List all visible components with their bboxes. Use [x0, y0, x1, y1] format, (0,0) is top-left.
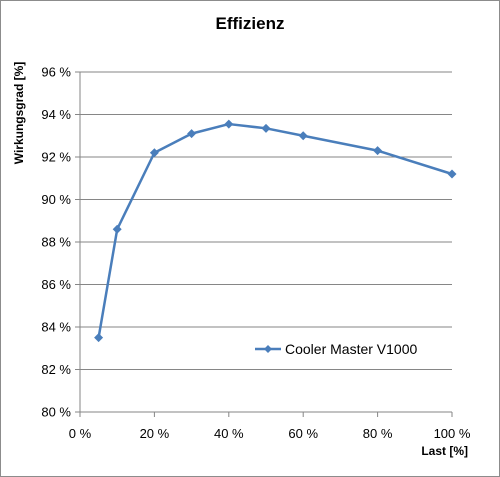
- x-axis-label: Last [%]: [421, 444, 468, 458]
- series-layer: [94, 119, 457, 343]
- x-tick-label: 20 %: [140, 426, 170, 441]
- legend-marker-swatch: [264, 345, 272, 353]
- y-tick-label: 88 %: [41, 235, 71, 250]
- data-point-marker: [373, 146, 383, 156]
- y-tick-label: 84 %: [41, 320, 71, 335]
- data-point-marker: [94, 333, 104, 343]
- chart-title: Effizienz: [216, 14, 285, 33]
- y-tick-labels: 80 % 82 % 84 % 86 % 88 % 90 % 92 % 94 % 96 %: [41, 65, 71, 420]
- x-tick-labels: 0 % 20 % 40 % 60 % 80 % 100 %: [69, 426, 471, 441]
- x-tick-label: 100 %: [434, 426, 471, 441]
- x-tick-label: 0 %: [69, 426, 92, 441]
- data-point-marker: [224, 119, 234, 129]
- x-tick-label: 60 %: [288, 426, 318, 441]
- legend: Cooler Master V1000: [255, 341, 418, 357]
- data-point-marker: [149, 148, 159, 158]
- y-tick-label: 90 %: [41, 192, 71, 207]
- data-point-marker: [447, 169, 457, 179]
- data-point-marker: [187, 129, 197, 139]
- x-tick-label: 40 %: [214, 426, 244, 441]
- y-tick-label: 86 %: [41, 277, 71, 292]
- axes: [79, 72, 452, 413]
- y-tick-label: 82 %: [41, 362, 71, 377]
- legend-label: Cooler Master V1000: [285, 341, 418, 357]
- y-tick-label: 80 %: [41, 405, 71, 420]
- data-point-marker: [112, 224, 122, 234]
- y-tick-label: 96 %: [41, 65, 71, 80]
- gridlines: [75, 71, 453, 417]
- data-point-marker: [298, 131, 308, 141]
- y-tick-label: 92 %: [41, 150, 71, 165]
- y-tick-label: 94 %: [41, 107, 71, 122]
- y-axis-label: Wirkungsgrad [%]: [12, 62, 26, 165]
- data-point-marker: [261, 123, 271, 133]
- series-line: [97, 122, 453, 338]
- x-tick-label: 80 %: [363, 426, 393, 441]
